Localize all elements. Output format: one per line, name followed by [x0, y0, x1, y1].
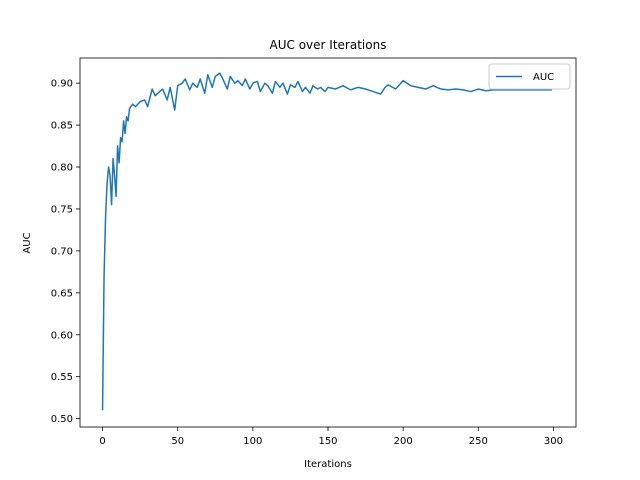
y-tick-label: 0.85 [51, 121, 73, 132]
y-axis: 0.50 0.55 0.60 0.65 0.70 0.75 0.80 0.85 0.90 [51, 79, 80, 425]
series-line-auc [101, 72, 552, 411]
x-tick-label: 100 [243, 436, 262, 447]
y-tick-label: 0.60 [51, 330, 73, 341]
y-tick-label: 0.70 [51, 246, 73, 257]
x-tick-label: 300 [544, 436, 563, 447]
y-tick-label: 0.50 [51, 414, 73, 425]
y-tick-label: 0.65 [51, 288, 73, 299]
x-tick-label: 0 [99, 436, 105, 447]
y-tick-label: 0.75 [51, 204, 73, 215]
legend: AUC [488, 63, 571, 90]
y-tick-label: 0.80 [51, 163, 73, 174]
y-tick-label: 0.90 [51, 79, 73, 90]
y-tick-label: 0.55 [51, 372, 73, 383]
x-axis-title: Iterations [304, 459, 352, 470]
x-axis: 0 50 100 150 200 250 300 [99, 427, 563, 447]
x-tick-label: 150 [318, 436, 337, 447]
x-tick-label: 250 [469, 436, 488, 447]
x-tick-label: 200 [394, 436, 413, 447]
legend-box [488, 63, 571, 90]
y-axis-title: AUC [22, 232, 33, 253]
series-lines [101, 72, 552, 411]
legend-label: AUC [533, 72, 554, 83]
x-tick-label: 50 [171, 436, 184, 447]
chart-title: AUC over Iterations [270, 38, 387, 52]
